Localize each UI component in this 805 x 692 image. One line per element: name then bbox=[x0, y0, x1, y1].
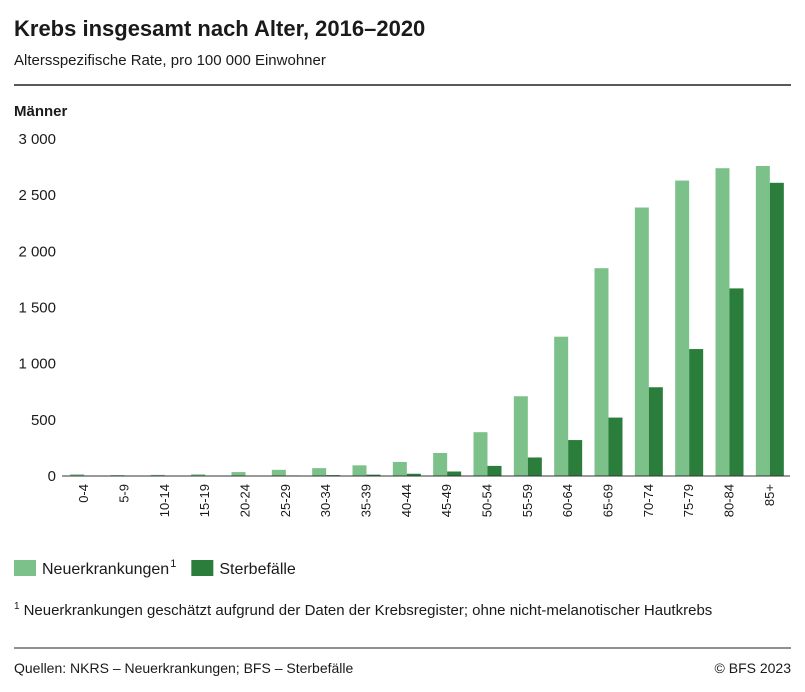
bar bbox=[433, 452, 448, 476]
bar bbox=[689, 349, 704, 476]
y-tick-label: 2 000 bbox=[18, 243, 56, 260]
legend-swatch bbox=[14, 560, 36, 576]
legend-text: Sterbefälle bbox=[219, 561, 296, 578]
bar bbox=[634, 207, 649, 477]
x-tick-label: 50-54 bbox=[480, 484, 495, 517]
x-tick-label: 25-29 bbox=[278, 484, 293, 517]
x-tick-label: 35-39 bbox=[359, 484, 374, 517]
bar bbox=[715, 168, 730, 476]
legend-footnote-marker: 1 bbox=[170, 558, 176, 570]
bar bbox=[447, 471, 462, 476]
bar bbox=[312, 468, 327, 476]
bar bbox=[487, 465, 502, 476]
y-tick-label: 2 500 bbox=[18, 187, 56, 204]
x-tick-label: 70-74 bbox=[641, 484, 656, 517]
footnote-marker: 1 bbox=[14, 601, 20, 612]
bar bbox=[648, 387, 663, 476]
y-tick-label: 1 000 bbox=[18, 356, 56, 373]
bar bbox=[271, 469, 286, 476]
bar bbox=[150, 474, 165, 476]
x-tick-label: 0-4 bbox=[76, 484, 91, 503]
bar bbox=[608, 417, 623, 476]
source: Quellen: NKRS – Neuerkrankungen; BFS – S… bbox=[14, 660, 354, 676]
bar bbox=[527, 457, 542, 476]
x-tick-label: 65-69 bbox=[601, 484, 616, 517]
legend-swatch bbox=[191, 560, 214, 576]
bar bbox=[769, 182, 784, 476]
bar bbox=[554, 336, 569, 476]
chart-title: Krebs insgesamt nach Alter, 2016–2020 bbox=[14, 16, 425, 41]
footnote-text: Neuerkrankungen geschätzt aufgrund der D… bbox=[24, 602, 713, 619]
y-tick-label: 3 000 bbox=[18, 131, 56, 148]
x-tick-label: 85+ bbox=[762, 484, 777, 506]
x-tick-label: 55-59 bbox=[520, 484, 535, 517]
bar bbox=[675, 180, 690, 476]
copyright: © BFS 2023 bbox=[715, 660, 792, 676]
bar bbox=[191, 474, 206, 476]
bar bbox=[366, 474, 381, 476]
x-tick-label: 40-44 bbox=[399, 484, 414, 517]
bar bbox=[392, 461, 407, 476]
panel-label: Männer bbox=[14, 103, 68, 120]
bar bbox=[231, 472, 246, 476]
x-tick-label: 30-34 bbox=[318, 484, 333, 517]
legend-label: Sterbefälle bbox=[219, 561, 296, 578]
bar bbox=[352, 465, 367, 476]
bar bbox=[70, 474, 85, 476]
x-tick-label: 80-84 bbox=[722, 484, 737, 517]
x-tick-label: 5-9 bbox=[117, 484, 132, 503]
y-tick-label: 0 bbox=[48, 468, 56, 485]
bar bbox=[729, 288, 744, 476]
x-tick-label: 45-49 bbox=[439, 484, 454, 517]
bar bbox=[755, 165, 770, 476]
x-tick-label: 20-24 bbox=[238, 484, 253, 517]
x-tick-label: 15-19 bbox=[197, 484, 212, 517]
chart-subtitle: Altersspezifische Rate, pro 100 000 Einw… bbox=[14, 52, 326, 69]
footnote: 1 Neuerkrankungen geschätzt aufgrund der … bbox=[14, 601, 712, 619]
legend-label: Neuerkrankungen1 bbox=[42, 558, 176, 578]
bar bbox=[513, 396, 528, 476]
y-tick-label: 1 500 bbox=[18, 300, 56, 317]
legend-text: Neuerkrankungen bbox=[42, 561, 169, 578]
y-tick-label: 500 bbox=[31, 412, 56, 429]
x-tick-label: 75-79 bbox=[681, 484, 696, 517]
x-tick-label: 60-64 bbox=[560, 484, 575, 517]
bar bbox=[406, 473, 421, 476]
bar bbox=[473, 432, 488, 476]
bar bbox=[568, 440, 583, 476]
bar bbox=[594, 268, 609, 476]
x-tick-label: 10-14 bbox=[157, 484, 172, 517]
